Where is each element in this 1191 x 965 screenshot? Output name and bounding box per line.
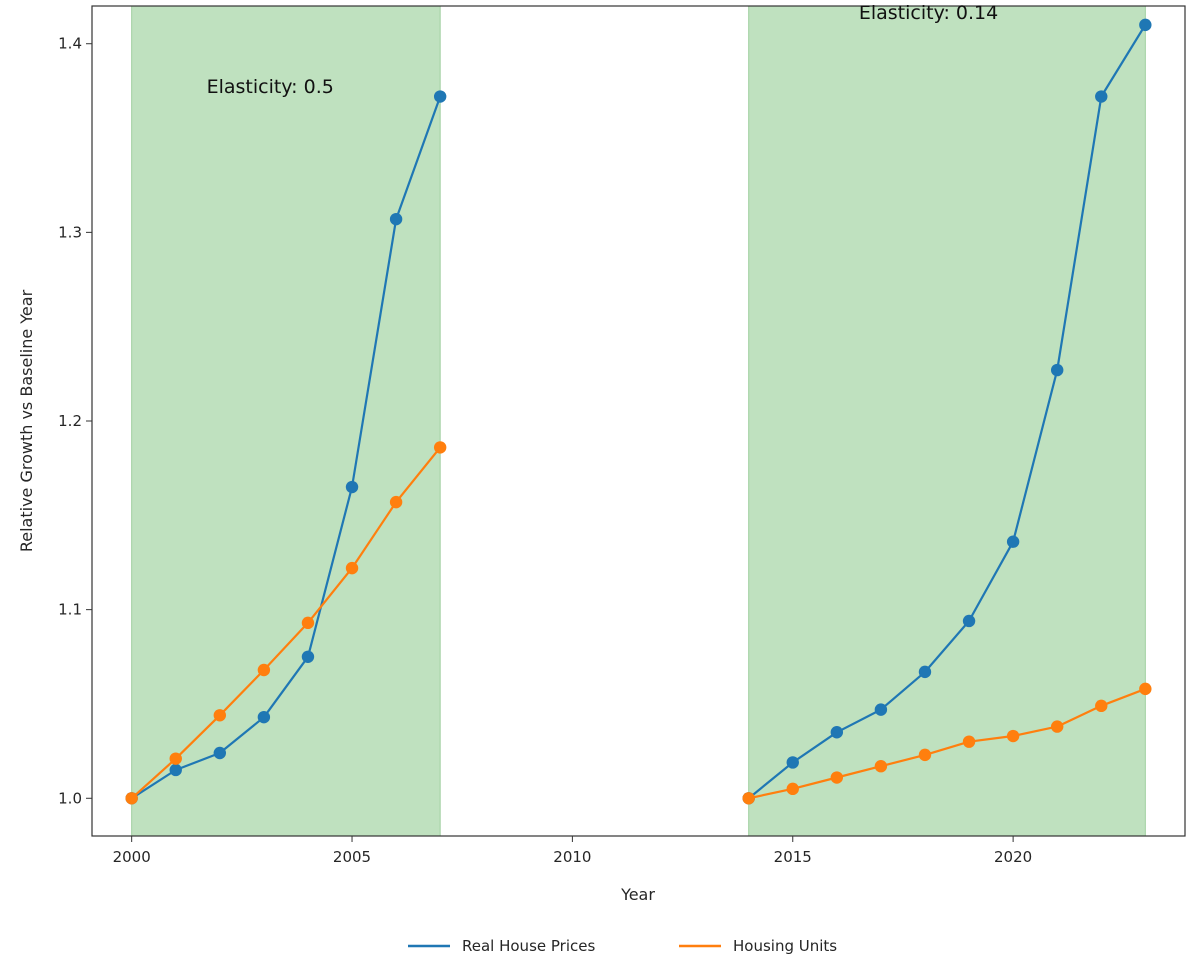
series-line-real-house-prices-2 [748,24,1147,800]
y-tick-label: 1.2 [58,412,82,430]
data-point-real-house-prices-2021 [1050,363,1064,377]
data-point-housing-units-2020 [1006,729,1020,743]
series-line-housing-units-2 [748,687,1146,800]
data-point-housing-units-2023 [1139,682,1152,696]
x-tick-label: 2000 [113,848,151,866]
series-layer [125,18,1152,805]
annotations: Elasticity: 0.5 Elasticity: 0.14 [207,2,999,98]
series-real-house-prices [125,18,1152,805]
data-point-real-house-prices-2007 [433,90,447,103]
data-point-real-house-prices-2002 [213,746,227,760]
data-point-housing-units-2016 [830,771,844,784]
elasticity-annotation-2: Elasticity: 0.14 [859,2,998,24]
data-point-real-house-prices-2006 [389,212,403,226]
x-axis-ticks: 2000 2005 2010 2015 2020 [113,836,1032,866]
y-tick-label: 1.0 [58,789,82,807]
data-point-housing-units-2003 [257,663,271,677]
data-point-real-house-prices-2019 [962,614,976,628]
shaded-region-1 [131,5,441,837]
data-point-real-house-prices-2023 [1139,18,1152,32]
series-line-real-house-prices-1 [131,96,442,800]
series-housing-units [125,441,1152,805]
data-point-housing-units-2001 [169,752,182,765]
legend-label-real-house-prices: Real House Prices [462,937,595,955]
data-point-real-house-prices-2015 [786,756,799,769]
data-point-real-house-prices-2001 [169,763,182,777]
data-point-housing-units-2017 [874,760,888,773]
y-tick-label: 1.3 [58,223,82,241]
y-tick-label: 1.1 [58,601,82,619]
data-point-real-house-prices-2016 [830,726,844,739]
data-point-real-house-prices-2005 [345,480,359,494]
data-point-real-house-prices-2018 [918,665,932,679]
x-tick-label: 2010 [553,848,591,866]
data-point-housing-units-2021 [1050,720,1064,733]
data-point-housing-units-2007 [433,441,447,454]
x-axis-label: Year [620,885,655,904]
series-line-housing-units-1 [130,446,442,800]
x-tick-label: 2005 [333,848,371,866]
shaded-regions [131,5,1146,837]
data-point-housing-units-2002 [213,709,227,722]
data-point-housing-units-2004 [301,616,315,630]
data-point-housing-units-2000 [125,792,138,805]
data-point-real-house-prices-2020 [1006,535,1020,548]
y-axis-label: Relative Growth vs Baseline Year [17,289,36,552]
data-point-real-house-prices-2004 [301,650,315,663]
data-point-real-house-prices-2017 [874,703,888,716]
elasticity-annotation-1: Elasticity: 0.5 [207,76,334,98]
data-point-housing-units-2019 [962,735,976,748]
data-point-housing-units-2022 [1095,699,1108,713]
y-tick-label: 1.4 [58,35,82,53]
data-point-real-house-prices-2022 [1095,90,1108,103]
legend-label-housing-units: Housing Units [733,937,837,955]
legend: Real House Prices Housing Units [408,937,837,955]
data-point-housing-units-2015 [786,782,799,796]
data-point-housing-units-2014 [742,792,755,805]
data-point-housing-units-2006 [389,495,403,509]
shaded-region-2 [748,5,1146,837]
data-point-real-house-prices-2003 [257,710,271,724]
x-tick-label: 2020 [994,848,1032,866]
x-tick-label: 2015 [774,848,812,866]
data-point-housing-units-2005 [345,561,359,575]
y-axis-ticks: 1.0 1.1 1.2 1.3 1.4 [58,35,92,807]
data-point-housing-units-2018 [918,748,932,762]
